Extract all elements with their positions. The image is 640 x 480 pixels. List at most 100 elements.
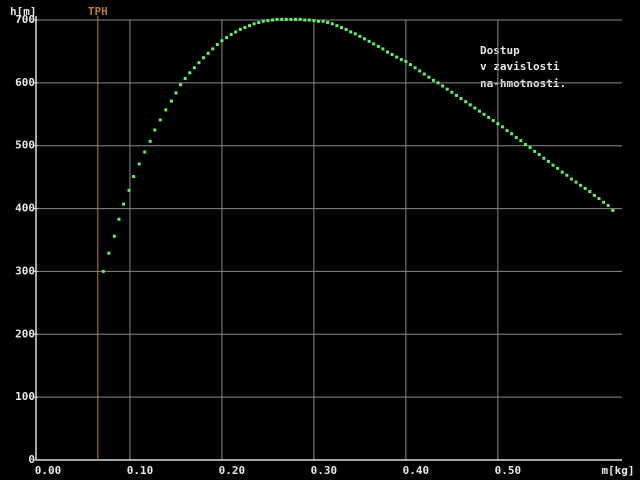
- data-point: [298, 17, 302, 21]
- data-point: [454, 93, 458, 97]
- data-point: [280, 17, 284, 21]
- data-point: [211, 47, 215, 51]
- data-point: [459, 97, 463, 101]
- data-point: [220, 39, 224, 43]
- data-point: [505, 129, 509, 133]
- data-point: [500, 125, 504, 129]
- data-point: [565, 173, 569, 177]
- data-point: [477, 109, 481, 113]
- data-point: [482, 112, 486, 116]
- data-point: [372, 42, 376, 46]
- data-point: [574, 180, 578, 184]
- data-point: [450, 90, 454, 94]
- data-point: [358, 34, 362, 38]
- data-point: [252, 22, 256, 26]
- data-point: [418, 69, 422, 73]
- data-point: [395, 55, 399, 59]
- data-point: [445, 87, 449, 91]
- data-point: [312, 19, 316, 23]
- data-point: [169, 99, 173, 103]
- y-tick-label: 0: [28, 453, 35, 466]
- data-point: [112, 234, 116, 238]
- y-tick-label: 300: [15, 264, 35, 277]
- data-point: [107, 251, 111, 255]
- data-point: [385, 50, 389, 54]
- data-point: [248, 24, 252, 28]
- data-point: [551, 163, 555, 167]
- data-point: [390, 53, 394, 57]
- y-tick-label: 700: [15, 13, 35, 26]
- data-point: [215, 43, 219, 47]
- x-tick-label: 0.10: [127, 464, 154, 477]
- y-tick-label: 400: [15, 202, 35, 215]
- data-point: [202, 56, 206, 60]
- data-point: [367, 39, 371, 43]
- x-tick-label: 0.20: [219, 464, 246, 477]
- data-point: [164, 108, 168, 112]
- data-point: [542, 156, 546, 160]
- data-point: [556, 166, 560, 170]
- data-point: [408, 63, 412, 67]
- data-point: [362, 37, 366, 41]
- data-point: [597, 197, 601, 201]
- data-point: [192, 66, 196, 70]
- data-point: [183, 76, 187, 80]
- data-point: [257, 21, 261, 25]
- data-point: [569, 177, 573, 181]
- data-point: [583, 186, 587, 190]
- data-point: [422, 72, 426, 76]
- data-point: [344, 27, 348, 31]
- data-point: [606, 203, 610, 207]
- data-point: [238, 27, 242, 31]
- data-point: [611, 208, 615, 212]
- data-point: [174, 91, 178, 95]
- data-point: [427, 75, 431, 79]
- data-point: [510, 132, 514, 136]
- data-point: [528, 146, 532, 150]
- data-point: [588, 190, 592, 194]
- y-tick-label: 100: [15, 390, 35, 403]
- data-point: [376, 44, 380, 48]
- data-point: [349, 30, 353, 34]
- y-tick-label: 600: [15, 76, 35, 89]
- data-point: [487, 115, 491, 119]
- y-tick-label: 200: [15, 327, 35, 340]
- data-point: [158, 118, 162, 122]
- data-point: [289, 17, 293, 21]
- annotation: na-hmotnosti.: [480, 77, 566, 90]
- y-tick-label: 500: [15, 139, 35, 152]
- data-point: [473, 106, 477, 110]
- data-point: [321, 19, 325, 23]
- data-point: [206, 51, 210, 55]
- data-point: [148, 139, 152, 143]
- data-point: [284, 17, 288, 21]
- data-point: [514, 136, 518, 140]
- data-point: [137, 162, 141, 166]
- data-point: [225, 36, 229, 40]
- data-point: [261, 19, 265, 23]
- data-point: [330, 22, 334, 26]
- data-point: [523, 142, 527, 146]
- annotation: v zavislosti: [480, 60, 560, 73]
- data-point: [143, 150, 147, 154]
- x-tick-label: 0.50: [495, 464, 522, 477]
- data-point: [229, 32, 233, 36]
- x-tick-label: 0.00: [35, 464, 62, 477]
- data-point: [413, 66, 417, 70]
- data-point: [399, 58, 403, 62]
- data-point: [441, 84, 445, 88]
- data-point: [592, 193, 596, 197]
- data-point: [560, 170, 564, 174]
- data-point: [579, 183, 583, 187]
- data-point: [431, 78, 435, 82]
- data-point: [275, 17, 279, 21]
- data-point: [132, 175, 136, 179]
- data-point: [468, 103, 472, 107]
- data-point: [533, 149, 537, 153]
- data-point: [335, 24, 339, 28]
- x-axis-label: m[kg]: [601, 464, 634, 477]
- x-tick-label: 0.30: [311, 464, 338, 477]
- data-point: [234, 30, 238, 34]
- data-point: [537, 153, 541, 157]
